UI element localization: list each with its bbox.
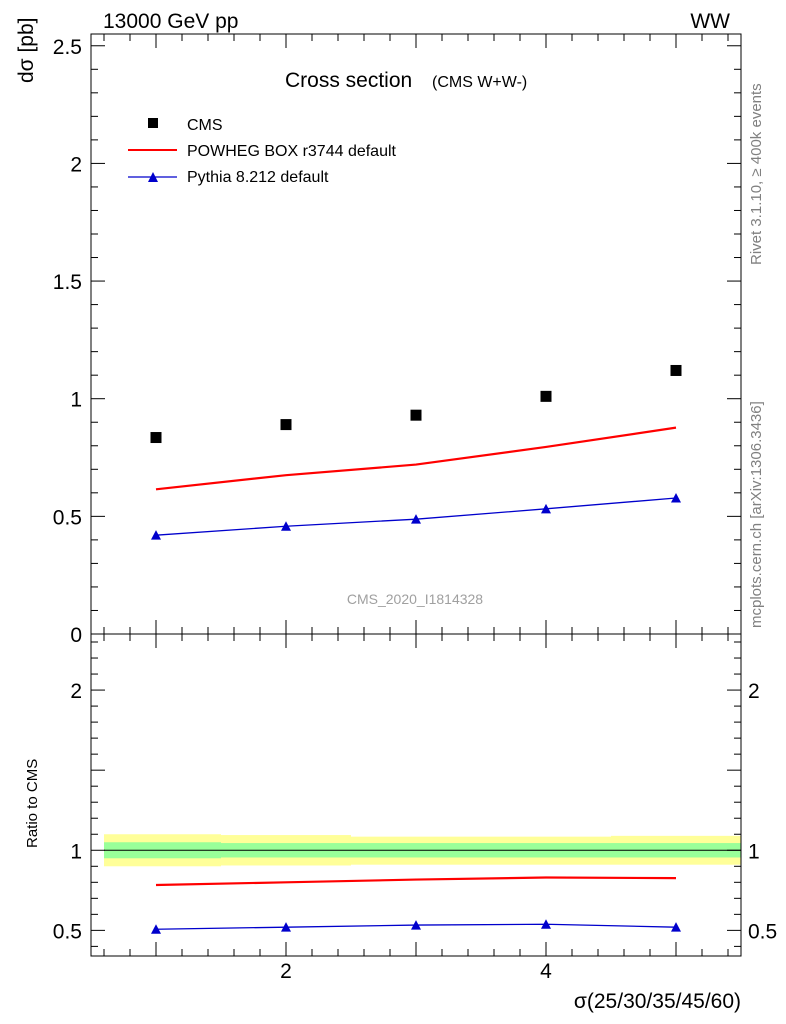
legend-swatch-pythia-marker: [148, 172, 158, 182]
ratio-frame: [90, 633, 742, 957]
ratio-y-tick-label-left: 1: [70, 840, 82, 863]
mcplots-label: mcplots.cern.ch [arXiv:1306.3436]: [748, 401, 765, 628]
ratio-y-tick-label-left: 0.5: [53, 920, 82, 943]
ratio-pythia-marker: [411, 920, 421, 930]
main-y-tick-label: 2.5: [53, 36, 82, 59]
watermark-label: CMS_2020_I1814328: [347, 591, 483, 607]
cms-point: [410, 409, 422, 421]
ratio-axis-ticks: [91, 634, 741, 956]
main-y-tick-label: 0: [70, 624, 82, 647]
pythia-marker: [151, 530, 161, 540]
cms-point: [280, 419, 292, 431]
powheg-line: [155, 426, 677, 491]
legend-label-pythia: Pythia 8.212 default: [187, 169, 329, 186]
x-tick-label: 2: [280, 960, 292, 983]
ratio-y-tick-label-right: 2: [748, 680, 760, 703]
main-axis-ticks: [91, 34, 741, 635]
main-y-axis-label: dσ [pb]: [15, 17, 38, 83]
ratio-series: [151, 876, 681, 934]
ratio-y-tick-label-left: 2: [70, 680, 82, 703]
main-title: Cross section: [285, 69, 412, 92]
ratio-y-tick-labels: 0.5 0.5 1 1 2 2: [53, 680, 777, 943]
energy-label: 13000 GeV pp: [103, 10, 238, 33]
main-y-tick-label: 1.5: [53, 271, 82, 294]
ratio-pythia-marker: [281, 922, 291, 932]
ratio-y-tick-label-right: 0.5: [748, 920, 777, 943]
ratio-pythia-marker: [151, 924, 161, 934]
pythia-marker: [281, 521, 291, 531]
legend-swatch-cms: [148, 118, 158, 128]
pythia-marker: [671, 493, 681, 503]
ratio-y-axis-label: Ratio to CMS: [24, 759, 41, 848]
ratio-pythia-marker: [541, 919, 551, 929]
main-subtitle: (CMS W+W-): [432, 74, 527, 91]
cms-point: [670, 364, 682, 376]
ratio-y-tick-label-right: 1: [748, 840, 760, 863]
main-y-tick-label: 1: [70, 389, 82, 412]
ratio-powheg-line: [155, 876, 677, 887]
x-tick-label: 4: [540, 960, 552, 983]
main-series: [150, 364, 682, 540]
pythia-marker: [541, 503, 551, 514]
main-y-tick-labels: 0 0.5 1 1.5 2 2.5: [53, 36, 82, 647]
main-y-tick-label: 2: [70, 153, 82, 176]
ratio-pythia-marker: [671, 922, 681, 932]
legend-label-cms: CMS: [187, 117, 223, 134]
x-axis-label: σ(25/30/35/45/60): [574, 990, 741, 1013]
rivet-label: Rivet 3.1.10, ≥ 400k events: [748, 83, 765, 265]
cms-point: [150, 432, 162, 444]
pythia-marker: [411, 514, 421, 524]
process-label: WW: [690, 10, 730, 33]
main-panel: Cross section (CMS W+W-) CMS_2020_I18143…: [15, 17, 742, 647]
legend-label-powheg: POWHEG BOX r3744 default: [187, 143, 397, 160]
legend: CMS POWHEG BOX r3744 default Pythia 8.21…: [128, 117, 397, 186]
main-y-tick-label: 0.5: [53, 506, 82, 529]
cms-point: [540, 390, 552, 402]
